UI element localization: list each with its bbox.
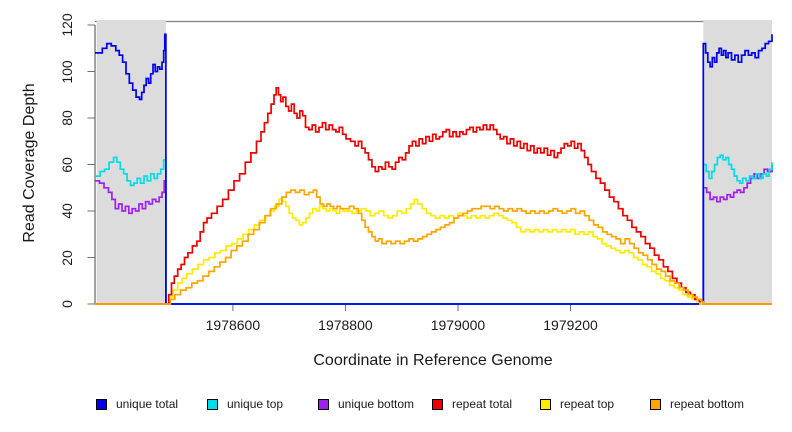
x-axis-title: Coordinate in Reference Genome [313, 352, 553, 369]
y-axis-title: Read Coverage Depth [21, 83, 38, 243]
y-tick-label: 60 [59, 156, 75, 173]
shaded-region-1 [96, 20, 166, 304]
y-tick-label: 120 [59, 13, 75, 37]
y-tick-label: 100 [59, 59, 75, 84]
series-line-unique-total [95, 33, 773, 305]
legend-item-unique-bottom: unique bottom [318, 398, 414, 411]
series-line-repeat-total [95, 86, 772, 305]
x-tick-label: 1978800 [318, 317, 373, 333]
x-tick-label: 1979200 [543, 317, 598, 333]
legend-swatch-icon [318, 399, 329, 410]
x-tick-label: 1978600 [205, 317, 261, 333]
y-tick-label: 40 [59, 203, 75, 219]
legend-swatch-icon [432, 399, 443, 410]
legend-label: unique total [116, 397, 179, 411]
legend-swatch-icon [540, 399, 551, 410]
legend-swatch-icon [207, 399, 218, 410]
legend-label: repeat total [452, 397, 513, 411]
legend-label: unique top [227, 397, 284, 411]
y-tick-label: 0 [59, 300, 75, 308]
legend-item-unique-top: unique top [207, 398, 283, 411]
legend-item-repeat-total: repeat total [432, 398, 512, 411]
x-tick-label: 1979000 [430, 317, 486, 333]
series-line-unique-top [95, 154, 773, 305]
legend-swatch-icon [96, 399, 107, 410]
legend-label: unique bottom [338, 397, 415, 411]
legend-label: repeat top [560, 397, 615, 411]
y-tick-label: 20 [59, 249, 75, 266]
legend-item-unique-total: unique total [96, 398, 178, 411]
y-tick-label: 80 [59, 110, 75, 126]
legend-label: repeat bottom [670, 397, 745, 411]
series-line-repeat-top [95, 198, 772, 305]
legend-swatch-icon [650, 399, 661, 410]
shaded-region-2 [703, 20, 772, 304]
series-line-repeat-bottom [95, 189, 772, 305]
legend-item-repeat-bottom: repeat bottom [650, 398, 744, 411]
legend-item-repeat-top: repeat top [540, 398, 614, 411]
